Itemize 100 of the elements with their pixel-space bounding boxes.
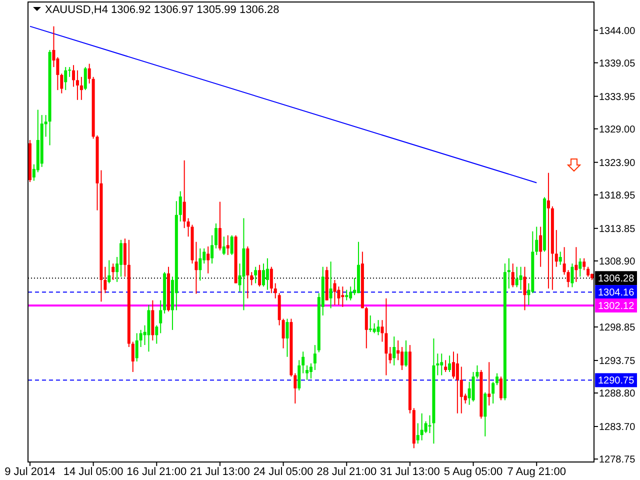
y-tick-label: 1308.90 <box>599 256 636 268</box>
candlestick <box>206 246 210 274</box>
candlestick <box>155 324 158 344</box>
ref-line-label: 1304.16 <box>598 288 635 299</box>
candlestick <box>562 246 566 276</box>
x-tick-label: 16 Jul 21:00 <box>126 466 187 478</box>
candlestick <box>496 372 499 386</box>
candlestick <box>84 66 87 91</box>
candlestick <box>384 298 388 376</box>
x-tick-label: 21 Jul 13:00 <box>190 466 250 478</box>
candlestick <box>250 272 254 286</box>
candlestick <box>198 248 202 282</box>
candlestick <box>214 222 218 249</box>
x-tick-label: 9 Jul 2014 <box>4 466 56 478</box>
candlestick <box>218 201 222 251</box>
candlestick <box>558 251 562 266</box>
candlestick <box>274 282 277 299</box>
y-tick-label: 1318.95 <box>599 190 636 202</box>
candlestick <box>499 376 502 401</box>
candlestick <box>539 226 542 268</box>
ref-line-label: 1306.28 <box>598 274 635 285</box>
x-tick-label: 7 Aug 21:00 <box>507 466 566 478</box>
candlestick <box>313 344 316 370</box>
candlestick <box>266 258 269 290</box>
candlestick <box>392 336 396 366</box>
candlestick <box>186 218 190 238</box>
candlestick <box>523 266 526 311</box>
candlestick <box>262 263 266 288</box>
candlestick <box>333 279 336 306</box>
candlestick <box>388 346 392 364</box>
y-tick-label: 1329.00 <box>599 124 636 136</box>
candlestick <box>515 266 518 288</box>
candlestick <box>428 414 432 434</box>
candlestick <box>120 239 123 278</box>
candlestick <box>182 160 186 229</box>
candlestick <box>337 286 340 306</box>
candlestick <box>420 412 424 441</box>
y-tick-label: 1298.85 <box>599 322 636 334</box>
candlestick <box>108 260 111 284</box>
candlestick <box>364 306 368 349</box>
y-tick-label: 1293.75 <box>599 356 636 367</box>
y-tick-label: 1313.85 <box>599 224 636 235</box>
candlestick <box>329 261 332 309</box>
candlestick <box>282 318 285 349</box>
candlestick <box>60 73 64 94</box>
candlestick <box>349 286 352 301</box>
candlestick <box>131 341 134 372</box>
x-tick-label: 5 Aug 05:00 <box>444 466 503 478</box>
candlestick <box>210 234 214 264</box>
x-tick-label: 31 Jul 13:00 <box>380 466 440 478</box>
y-tick-label: 1323.90 <box>599 158 636 169</box>
candlestick <box>456 353 459 414</box>
candlestick <box>286 318 289 358</box>
candlestick <box>310 362 312 380</box>
candlestick <box>230 234 234 256</box>
y-tick-label: 1288.80 <box>599 388 636 400</box>
candlestick <box>72 64 76 88</box>
candlestick <box>535 226 538 256</box>
ref-line-label: 1290.75 <box>598 376 635 387</box>
candlestick <box>135 332 138 362</box>
candlestick <box>554 230 558 268</box>
candlestick <box>306 364 309 380</box>
y-tick-label: 1344.00 <box>599 26 636 37</box>
candlestick <box>452 351 455 380</box>
chart-title: XAUUSD,H4 1306.92 1306.97 1305.99 1306.28 <box>45 4 280 16</box>
y-tick-label: 1283.70 <box>599 422 636 434</box>
candlestick <box>76 70 79 100</box>
candlestick <box>112 263 115 280</box>
candlestick <box>448 355 452 372</box>
candlestick <box>298 360 301 391</box>
candlestick <box>404 340 408 368</box>
candlestick <box>254 266 258 284</box>
candlestick <box>546 172 550 290</box>
candlestick <box>440 353 444 376</box>
candlestick <box>376 320 380 336</box>
y-tick-label: 1278.75 <box>599 454 636 466</box>
candlestick <box>586 266 590 278</box>
candlestick <box>123 238 126 278</box>
candlestick <box>178 190 182 222</box>
candlestick <box>222 236 226 256</box>
candlestick <box>436 353 440 376</box>
candlestick <box>511 263 514 288</box>
candlestick <box>64 66 68 91</box>
candlestick <box>380 320 384 342</box>
ref-line-label: 1302.12 <box>598 300 635 312</box>
candlestick <box>270 266 273 294</box>
y-tick-label: 1333.95 <box>599 92 636 103</box>
candlestick <box>484 392 487 437</box>
candlestick <box>444 360 448 372</box>
candlestick <box>492 381 495 404</box>
x-tick-label: 14 Jul 05:00 <box>63 466 124 478</box>
x-tick-label: 24 Jul 05:00 <box>253 466 314 478</box>
candlestick <box>159 300 162 334</box>
candlestick <box>88 63 91 84</box>
candlestick <box>341 286 344 308</box>
candlestick <box>582 258 586 271</box>
candlestick <box>507 258 510 290</box>
candlestick <box>139 329 142 348</box>
candlestick <box>372 322 376 334</box>
candlestick <box>566 270 570 288</box>
